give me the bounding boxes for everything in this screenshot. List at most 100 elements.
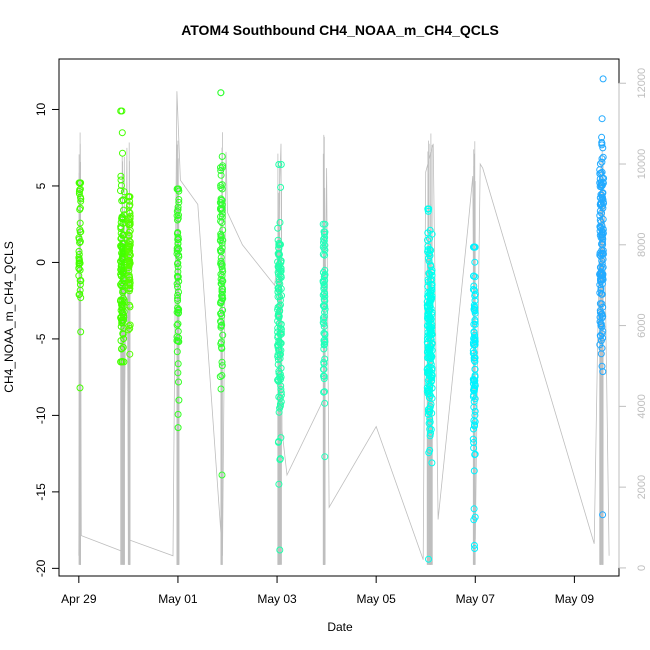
data-point (470, 282, 478, 290)
data-point (125, 245, 133, 253)
data-point (470, 303, 478, 311)
data-point (119, 287, 127, 295)
data-point (471, 377, 479, 385)
data-point (319, 250, 327, 258)
data-point (277, 350, 284, 358)
data-point (174, 309, 182, 317)
data-point (425, 372, 433, 380)
y-tick-label: -5 (34, 333, 48, 344)
x-tick-label: May 03 (257, 592, 297, 606)
data-point (125, 208, 133, 216)
data-point (275, 264, 283, 272)
data-point (596, 289, 604, 297)
data-points (75, 75, 608, 563)
data-point (218, 372, 226, 379)
data-point (470, 386, 477, 394)
data-point (218, 219, 226, 227)
data-point (173, 245, 181, 253)
data-point (117, 235, 125, 243)
data-point (217, 340, 225, 348)
data-point (469, 435, 477, 443)
data-point (321, 271, 329, 279)
data-point (124, 326, 132, 334)
data-point (428, 269, 435, 276)
data-point (217, 318, 225, 326)
data-point (321, 308, 328, 316)
data-point (321, 290, 329, 298)
x-axis: Apr 29 May 01 May 03 May 05 May 07 May 09 (61, 575, 594, 606)
data-point (117, 176, 125, 184)
y2-axis: 0 2000 4000 6000 8000 10000 12000 (618, 68, 648, 571)
y2-tick-label: 0 (636, 565, 648, 571)
data-point (276, 546, 284, 554)
data-point (175, 198, 183, 206)
data-point (471, 307, 479, 315)
data-point (597, 350, 605, 358)
altitude-series (78, 91, 610, 565)
data-point (175, 306, 183, 314)
data-point (425, 449, 433, 457)
data-point (217, 322, 225, 330)
y2-tick-label: 10000 (636, 149, 648, 180)
data-point (320, 320, 328, 328)
data-point (319, 291, 327, 299)
data-point (320, 365, 328, 373)
data-point (599, 75, 607, 83)
data-point (596, 300, 604, 308)
data-point (274, 361, 282, 368)
data-point (120, 313, 128, 321)
data-point (425, 390, 433, 398)
data-point (275, 480, 283, 488)
data-point (76, 219, 84, 227)
data-point (428, 339, 436, 347)
data-point (125, 228, 133, 236)
data-point (426, 383, 434, 391)
data-point (126, 325, 134, 332)
data-point (320, 358, 328, 366)
data-point (117, 314, 125, 321)
data-point (599, 153, 607, 161)
data-point (173, 247, 181, 255)
data-point (277, 346, 285, 354)
data-point (217, 385, 225, 393)
data-point (423, 335, 431, 343)
data-point (118, 318, 126, 326)
data-point (277, 389, 285, 396)
data-point (117, 225, 125, 233)
data-point (599, 511, 607, 519)
y-tick-label: -15 (34, 483, 48, 501)
data-point (125, 240, 133, 248)
data-point (427, 276, 435, 284)
data-point (217, 184, 225, 192)
data-point (126, 212, 134, 220)
data-point (599, 229, 607, 237)
data-point (597, 218, 605, 226)
data-point (75, 247, 83, 255)
data-point (274, 310, 282, 318)
data-point (174, 214, 182, 222)
data-point (471, 421, 478, 429)
data-point (426, 252, 434, 260)
data-point (174, 320, 182, 328)
data-point (427, 261, 435, 269)
data-point (174, 268, 182, 276)
data-point (470, 425, 477, 433)
data-point (425, 555, 432, 563)
data-point (471, 358, 479, 365)
data-point (174, 263, 182, 271)
data-point (119, 282, 127, 290)
data-point (425, 419, 433, 427)
data-point (275, 239, 283, 247)
data-point (125, 267, 133, 275)
data-point (427, 327, 435, 335)
data-point (428, 292, 436, 300)
data-point (125, 232, 133, 240)
data-point (117, 296, 125, 304)
data-point (118, 279, 126, 287)
data-point (598, 234, 606, 241)
data-point (276, 329, 284, 337)
data-point (599, 198, 607, 206)
data-point (425, 349, 432, 357)
data-point (469, 375, 477, 383)
data-point (428, 459, 436, 467)
